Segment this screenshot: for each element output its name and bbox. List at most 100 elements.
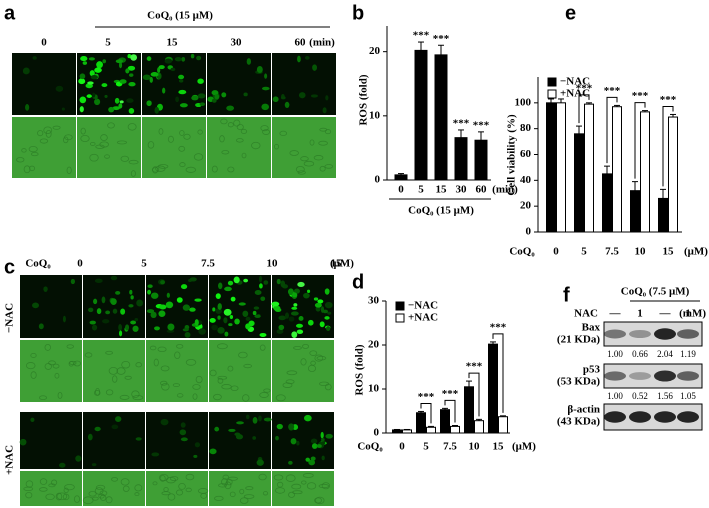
cell	[320, 438, 325, 442]
cell-outline	[120, 478, 130, 486]
panel-label: f	[563, 284, 570, 306]
cell-outline	[286, 370, 298, 376]
error-bar	[398, 173, 404, 175]
cell	[291, 331, 298, 339]
fluorescence-image	[146, 412, 208, 469]
cell	[94, 98, 101, 106]
cell	[150, 311, 157, 319]
treatment-label: CoQ₀ (15 μM)	[147, 10, 213, 22]
treatment-label: CoQ₀	[25, 258, 51, 270]
error-bar	[452, 425, 458, 427]
cell	[252, 417, 258, 424]
bar	[574, 133, 584, 233]
fluorescence-image	[20, 412, 82, 469]
cell	[278, 315, 287, 321]
cell	[290, 438, 297, 445]
cell-outline	[62, 136, 69, 144]
cell-outline	[316, 355, 327, 361]
cell-outline	[63, 487, 69, 494]
cell	[224, 331, 229, 337]
cell-outline	[227, 122, 234, 128]
cell-outline	[238, 351, 248, 359]
y-tick-label: 30	[368, 295, 380, 307]
cell	[217, 303, 222, 310]
cell	[110, 298, 117, 306]
band	[654, 328, 676, 340]
cell-outline	[258, 473, 267, 481]
error-bar	[442, 407, 448, 410]
cell-outline	[130, 170, 136, 177]
cell	[214, 94, 220, 100]
cell-outline	[111, 477, 119, 482]
cell	[245, 414, 250, 420]
cell-outline	[318, 483, 330, 489]
cell	[261, 86, 270, 91]
cell	[215, 293, 221, 300]
cell-outline	[25, 362, 36, 370]
cell-outline	[185, 358, 197, 366]
phase-image	[20, 340, 82, 402]
cell-outline	[73, 360, 81, 367]
cell-outline	[99, 141, 109, 148]
cell	[110, 275, 118, 281]
cell	[298, 92, 306, 99]
band	[604, 371, 626, 381]
cell-outline	[229, 491, 236, 498]
cell	[327, 311, 332, 315]
x-unit-label: (μM)	[512, 441, 536, 453]
cell	[87, 433, 93, 441]
cell-outline	[28, 146, 38, 153]
fluorescence-image	[12, 53, 76, 115]
cell	[129, 73, 134, 77]
band	[677, 371, 699, 381]
cell	[211, 98, 217, 103]
cell-outline	[174, 351, 181, 359]
cell	[162, 87, 166, 94]
cell	[234, 318, 240, 325]
cell-outline	[313, 155, 324, 161]
cell	[324, 288, 330, 295]
cell	[166, 329, 175, 333]
cell-outline	[166, 476, 176, 484]
cell	[319, 321, 325, 328]
y-tick-label: 10	[368, 383, 380, 395]
phase-image	[207, 117, 271, 178]
cell-outline	[105, 350, 113, 355]
bar	[658, 197, 668, 233]
cell-outline	[179, 130, 185, 136]
bar	[612, 106, 622, 233]
cell-outline	[193, 153, 204, 161]
cell-outline	[131, 390, 140, 398]
cell	[102, 319, 110, 324]
cell-outline	[128, 159, 139, 165]
cell	[258, 275, 263, 283]
cell-outline	[262, 129, 271, 135]
cell-outline	[185, 487, 192, 493]
cell	[303, 292, 310, 299]
bar	[392, 429, 402, 434]
cell	[228, 428, 236, 432]
cell-outline	[94, 487, 104, 495]
y-tick-label: 100	[515, 96, 532, 108]
cell-outline	[297, 170, 306, 175]
cell-outline	[167, 135, 174, 143]
cell	[178, 79, 184, 83]
cell	[82, 61, 88, 65]
cell-outline	[90, 141, 96, 146]
cell-outline	[107, 122, 115, 129]
cell-outline	[176, 344, 184, 349]
cell	[217, 326, 225, 334]
time-label: 15	[167, 37, 179, 49]
y-tick-label: 0	[375, 174, 381, 186]
cell	[182, 328, 189, 332]
cell-outline	[57, 391, 63, 399]
cell	[174, 56, 182, 62]
ratio-label: 1.00	[607, 349, 623, 359]
cell-outline	[73, 495, 81, 503]
cell	[147, 289, 151, 295]
error-bar	[458, 129, 464, 138]
cell	[263, 417, 272, 422]
cell	[221, 92, 227, 98]
cell	[90, 74, 98, 80]
dose-label: 10	[267, 258, 279, 270]
